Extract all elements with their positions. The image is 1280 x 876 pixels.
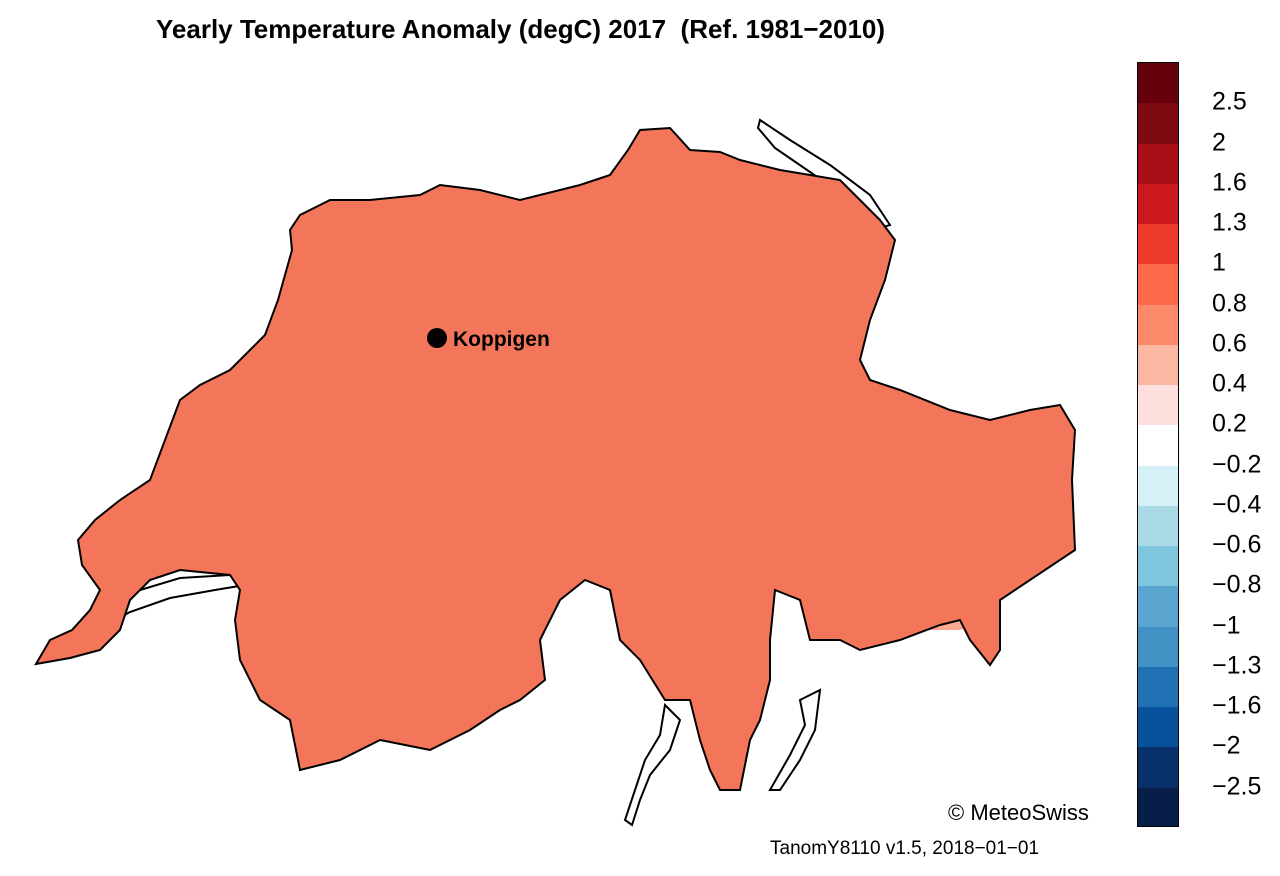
- legend-tick-label: −0.2: [1212, 450, 1262, 479]
- legend-swatch: [1138, 385, 1178, 426]
- legend-tick-label: 0.8: [1212, 289, 1247, 318]
- color-legend-bar: [1137, 62, 1179, 827]
- legend-tick-label: −0.8: [1212, 570, 1262, 599]
- legend-swatch: [1138, 707, 1178, 748]
- legend-tick-label: −1.3: [1212, 651, 1262, 680]
- station-marker: [427, 328, 447, 348]
- lake-como: [768, 688, 822, 791]
- map-svg: Koppigen: [35, 118, 1076, 827]
- legend-swatch: [1138, 183, 1178, 225]
- legend-tick-label: 1: [1212, 248, 1226, 277]
- legend-swatch: [1138, 425, 1178, 467]
- credit-text: © MeteoSwiss: [948, 800, 1089, 825]
- switzerland-map: Koppigen: [35, 118, 1076, 827]
- color-legend-labels: 2.5 2 1.6 1.3 1 0.8 0.6 0.4 0.2 −0.2 −0.4 −0.6 −0.8 −…: [1212, 0, 1280, 876]
- lake-maggiore: [623, 702, 682, 827]
- legend-swatch: [1138, 666, 1178, 708]
- version-text: TanomY8110 v1.5, 2018−01−01: [770, 838, 1040, 859]
- legend-tick-label: 1.6: [1212, 168, 1247, 197]
- legend-tick-label: 2.5: [1212, 87, 1247, 116]
- legend-tick-label: 2: [1212, 128, 1226, 157]
- legend-swatch: [1138, 747, 1178, 789]
- legend-swatch: [1138, 465, 1178, 507]
- legend-swatch: [1138, 224, 1178, 265]
- station-label: Koppigen: [453, 328, 550, 351]
- legend-swatch: [1138, 546, 1178, 587]
- legend-swatch: [1138, 586, 1178, 628]
- legend-swatch: [1138, 103, 1178, 144]
- legend-swatch: [1138, 626, 1178, 668]
- legend-tick-label: −0.6: [1212, 530, 1262, 559]
- legend-tick-label: 0.2: [1212, 409, 1247, 438]
- legend-tick-label: −1: [1212, 611, 1241, 640]
- legend-swatch: [1138, 264, 1178, 306]
- legend-tick-label: 0.4: [1212, 369, 1247, 398]
- legend-swatch: [1138, 344, 1178, 386]
- legend-swatch: [1138, 143, 1178, 185]
- legend-tick-label: 1.3: [1212, 208, 1247, 237]
- legend-tick-label: 0.6: [1212, 329, 1247, 358]
- map-title: Yearly Temperature Anomaly (degC) 2017 (…: [156, 14, 886, 44]
- legend-swatch: [1138, 505, 1178, 547]
- legend-tick-label: −1.6: [1212, 691, 1262, 720]
- legend-tick-label: −2: [1212, 731, 1241, 760]
- legend-swatch: [1138, 63, 1178, 104]
- legend-tick-label: −2.5: [1212, 772, 1262, 801]
- legend-swatch: [1138, 787, 1178, 826]
- legend-swatch: [1138, 304, 1178, 346]
- legend-tick-label: −0.4: [1212, 490, 1262, 519]
